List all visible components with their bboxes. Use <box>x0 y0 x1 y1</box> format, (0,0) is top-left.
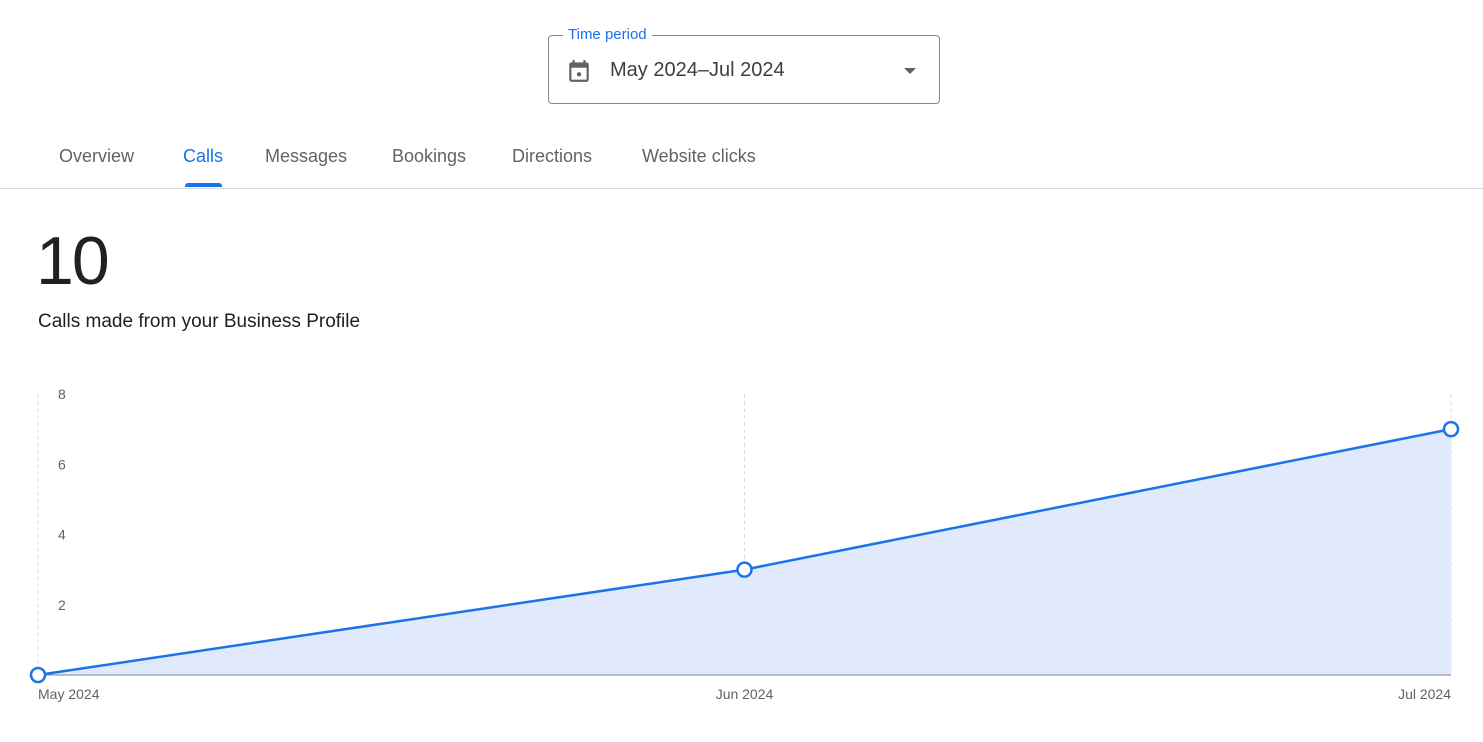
tab-bookings[interactable]: Bookings <box>392 146 467 166</box>
x-tick-label: Jun 2024 <box>716 686 774 702</box>
data-point <box>1442 420 1460 438</box>
x-tick-label: Jul 2024 <box>1398 686 1451 702</box>
y-tick-label: 2 <box>58 597 66 613</box>
data-point <box>29 666 47 684</box>
summary-description: Calls made from your Business Profile <box>38 311 361 332</box>
tab-website-clicks[interactable]: Website clicks <box>642 146 756 166</box>
data-point <box>736 561 753 578</box>
calendar-icon <box>566 58 592 89</box>
chevron-down-icon <box>904 68 916 74</box>
y-tick-label: 4 <box>58 527 66 543</box>
tab-directions[interactable]: Directions <box>512 146 593 166</box>
active-tab-indicator <box>185 183 222 187</box>
time-period-dropdown[interactable]: Time period May 2024–Jul 2024 <box>548 26 940 104</box>
tab-calls[interactable]: Calls <box>183 146 224 166</box>
tab-overview[interactable]: Overview <box>59 146 135 166</box>
time-period-label: Time period <box>563 26 652 43</box>
time-period-value: May 2024–Jul 2024 <box>610 59 785 81</box>
area-fill <box>38 429 1451 675</box>
x-tick-label: May 2024 <box>38 686 100 702</box>
metric-tabs: Overview Calls Messages Bookings Directi… <box>0 130 1483 189</box>
y-tick-label: 8 <box>58 386 66 402</box>
tab-messages[interactable]: Messages <box>265 146 348 166</box>
total-calls: 10 <box>36 223 110 299</box>
y-tick-label: 6 <box>58 456 66 472</box>
